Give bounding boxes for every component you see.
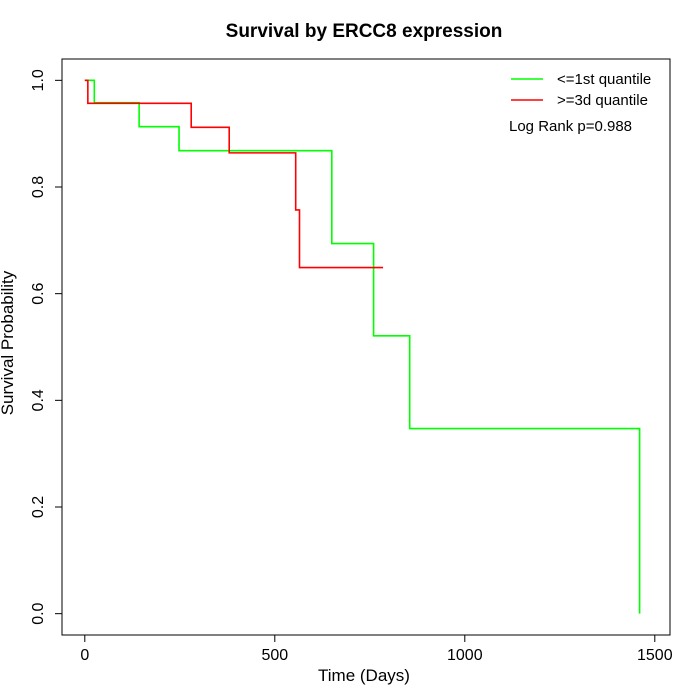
y-tick-label: 0.8 bbox=[30, 176, 47, 198]
series-line-low bbox=[84, 79, 641, 614]
x-axis-label: Time (Days) bbox=[318, 666, 410, 685]
legend-label: <=1st quantile bbox=[557, 71, 651, 88]
x-tick-label: 500 bbox=[261, 647, 288, 664]
series-layer bbox=[84, 79, 641, 614]
plot-frame bbox=[61, 58, 671, 636]
x-tick-label: 1000 bbox=[447, 647, 483, 664]
y-tick-label: 0.6 bbox=[30, 282, 47, 304]
legend: <=1st quantile >=3d quantile bbox=[511, 71, 651, 109]
y-tick-label: 0.2 bbox=[30, 496, 47, 518]
y-axis: 0.0 0.2 0.4 0.6 0.8 1.0 bbox=[30, 69, 63, 625]
y-axis-label: Survival Probability bbox=[0, 270, 17, 415]
legend-label: >=3d quantile bbox=[557, 92, 648, 109]
chart-title: Survival by ERCC8 expression bbox=[226, 21, 503, 42]
x-axis: 0 500 1000 1500 bbox=[80, 634, 673, 664]
y-tick-label: 0.0 bbox=[30, 602, 47, 624]
series-line-high bbox=[84, 79, 384, 269]
log-rank-annotation: Log Rank p=0.988 bbox=[509, 118, 632, 135]
y-tick-label: 0.4 bbox=[30, 389, 47, 411]
x-tick-label: 1500 bbox=[637, 647, 673, 664]
x-tick-label: 0 bbox=[80, 647, 89, 664]
y-tick-label: 1.0 bbox=[30, 69, 47, 91]
